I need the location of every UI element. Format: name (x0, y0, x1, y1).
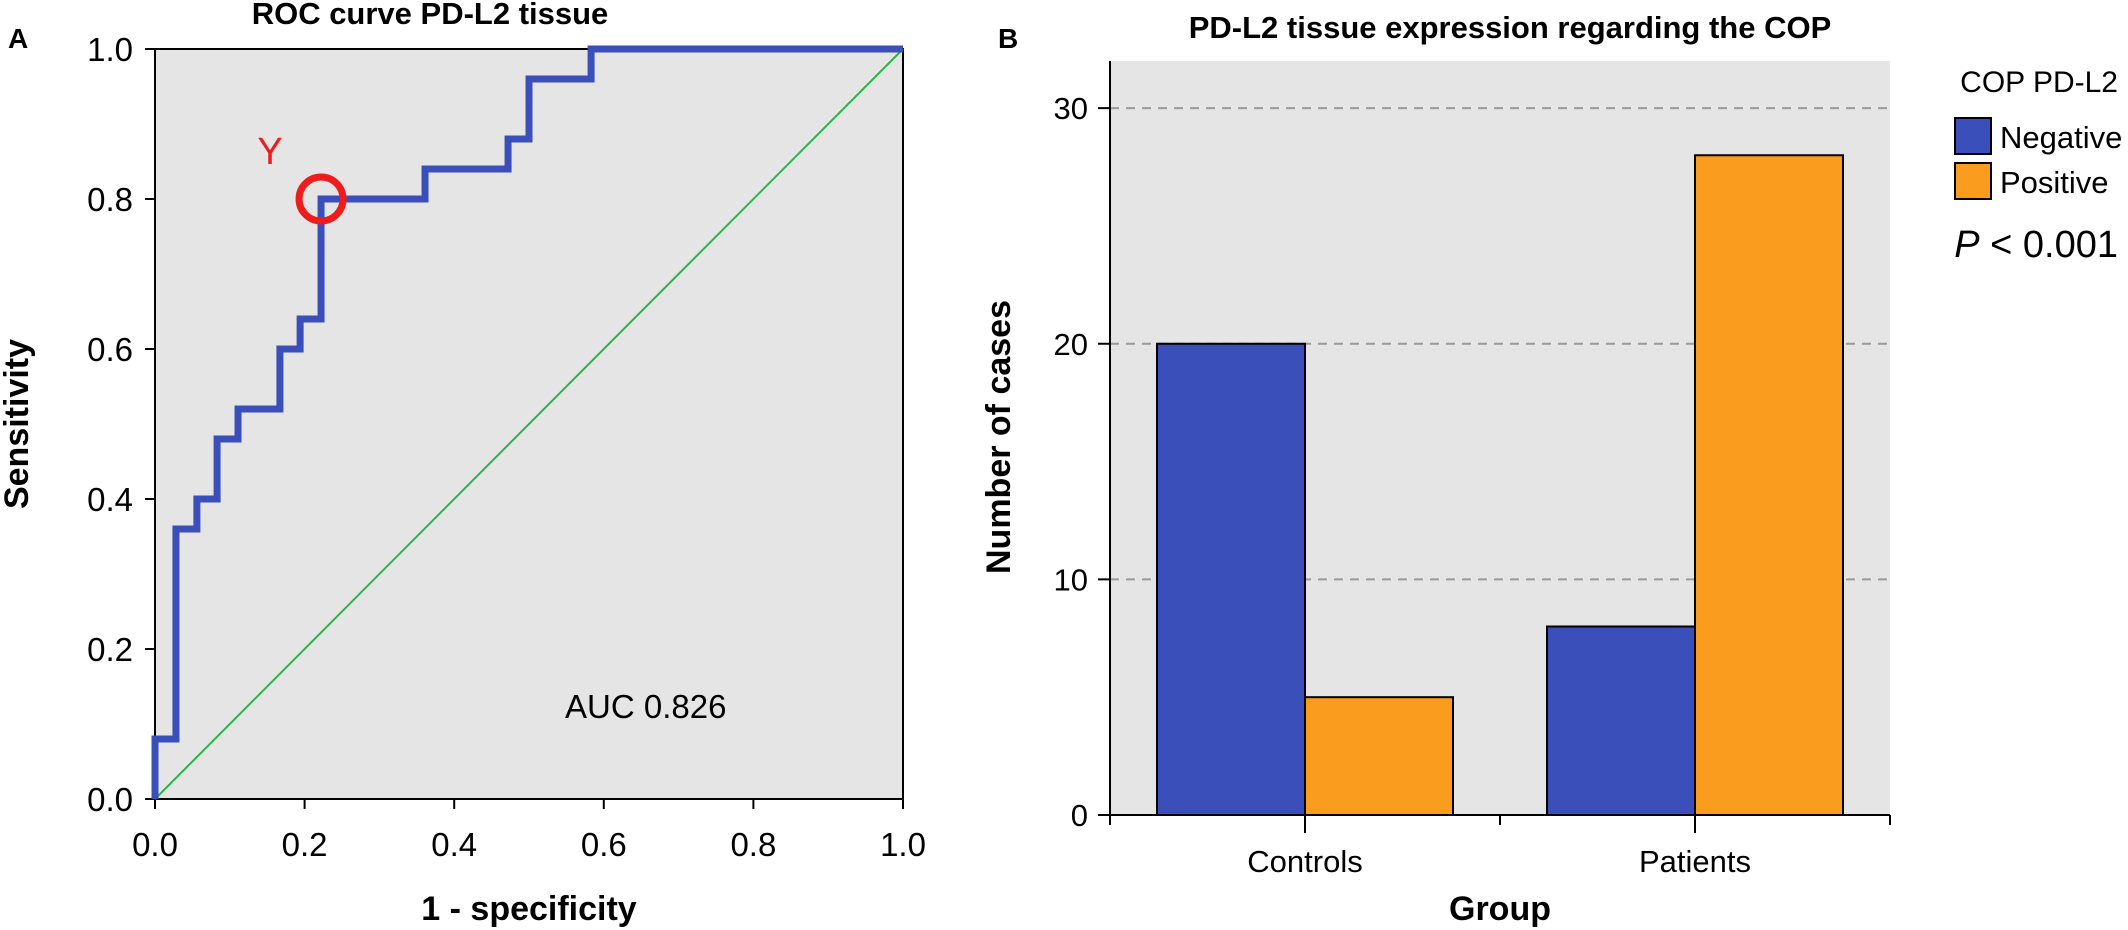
roc-x-tick-label: 0.4 (431, 826, 477, 863)
panel-a: A ROC curve PD-L2 tissue 0.0 0.2 0.4 0.6 0.8… (0, 0, 926, 928)
roc-x-tick-label: 0.2 (282, 826, 328, 863)
bar-y-tick-labels: 0 10 20 30 (1054, 91, 1110, 833)
bar-x-axis-label: Group (1449, 890, 1551, 928)
roc-y-tick-labels: 0.0 0.2 0.4 0.6 0.8 1.0 (87, 31, 133, 818)
bars (1156, 154, 1844, 816)
panel-b: B PD-L2 tissue expression regarding the … (980, 10, 2122, 928)
bar-positive-controls (1304, 696, 1454, 816)
legend-swatch-positive (1954, 162, 1992, 200)
bar-y-tick-label: 0 (1071, 798, 1088, 833)
legend-swatch-negative (1954, 117, 1992, 155)
p-value-annotation: P < 0.001 (1954, 224, 2118, 266)
p-value-text: < 0.001 (1980, 224, 2118, 266)
bar-y-axis-label: Number of cases (980, 300, 1018, 574)
roc-curve (151, 45, 903, 799)
legend-label-negative: Negative (2000, 120, 2122, 155)
bar-y-tick-label: 20 (1054, 327, 1088, 362)
auc-annotation: AUC 0.826 (565, 688, 726, 725)
optimal-cutoff-label: Y (257, 131, 282, 173)
roc-reference-line (154, 48, 904, 800)
bar-x-tick-labels: Controls Patients (1109, 815, 1891, 879)
roc-x-tick-label: 0.6 (581, 826, 627, 863)
bar-y-tick-label: 10 (1054, 562, 1088, 597)
bar-title: PD-L2 tissue expression regarding the CO… (1189, 10, 1832, 45)
bar-positive-patients (1694, 154, 1844, 816)
roc-y-tick-label: 0.8 (87, 181, 133, 218)
legend: COP PD-L2 Negative Positive (1954, 66, 2122, 200)
p-value-symbol: P (1954, 224, 1980, 266)
roc-y-tick-label: 0.0 (87, 781, 133, 818)
roc-y-axis-label: Sensitivity (0, 339, 36, 509)
bar-negative-patients (1546, 625, 1696, 816)
roc-title: ROC curve PD-L2 tissue (252, 0, 609, 31)
legend-label-positive: Positive (2000, 165, 2109, 200)
roc-y-tick-label: 0.2 (87, 631, 133, 668)
roc-y-tick-label: 0.4 (87, 481, 133, 518)
roc-x-tick-label: 1.0 (880, 826, 926, 863)
bar-y-tick-label: 30 (1054, 91, 1088, 126)
roc-x-tick-label: 0.0 (132, 826, 178, 863)
roc-x-axis-label: 1 - specificity (421, 890, 637, 928)
panel-label-b: B (998, 23, 1018, 54)
bar-negative-controls (1156, 342, 1306, 816)
roc-x-tick-labels: 0.0 0.2 0.4 0.6 0.8 1.0 (132, 826, 926, 863)
roc-y-tick-label: 0.6 (87, 331, 133, 368)
optimal-cutoff-marker (295, 173, 347, 225)
bar-x-tick-label: Patients (1639, 844, 1751, 879)
panel-label-a: A (8, 23, 28, 54)
roc-y-tick-label: 1.0 (87, 31, 133, 68)
bar-x-tick-label: Controls (1247, 844, 1362, 879)
legend-title: COP PD-L2 (1960, 66, 2118, 99)
roc-x-tick-label: 0.8 (730, 826, 776, 863)
